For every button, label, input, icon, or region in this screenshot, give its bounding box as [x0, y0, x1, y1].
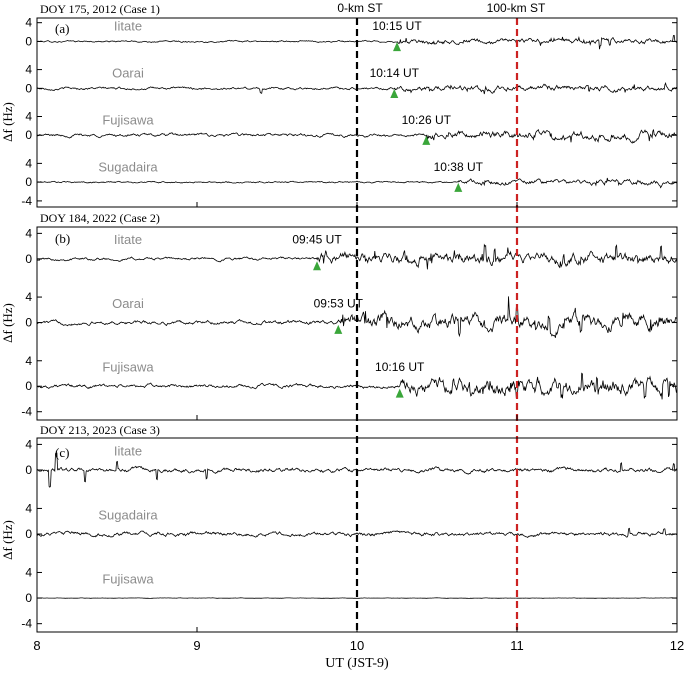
onset-label: 10:16 UT [375, 360, 425, 374]
y-tick-label-a-1: 0 [25, 34, 32, 48]
y-tick-label-b-2: 4 [25, 290, 32, 304]
trace-c-sugadaira [36, 527, 678, 539]
vline-label-0km: 0-km ST [337, 1, 383, 15]
y-tick-label-b-5: 0 [25, 379, 32, 393]
station-label: Sugadaira [98, 507, 158, 522]
onset-label: 10:38 UT [434, 160, 484, 174]
station-label: Iitate [114, 19, 142, 34]
y-tick-label-b-3: 0 [25, 316, 32, 330]
station-label: Oarai [112, 296, 144, 311]
y-tick-label-c-3: 0 [25, 527, 32, 541]
onset-label: 10:26 UT [402, 113, 452, 127]
trace-a-fujisawa [36, 128, 678, 144]
panel-c-title: DOY 213, 2023 (Case 3) [40, 423, 160, 437]
x-tick-label: 11 [510, 638, 524, 653]
onset-label: 09:53 UT [314, 296, 364, 310]
y-tick-label-a-2: 4 [25, 63, 32, 77]
y-tick-label-a-3: 0 [25, 81, 32, 95]
y-tick-label-b-4: 4 [25, 354, 32, 368]
x-tick-label: 8 [33, 638, 40, 653]
onset-marker [422, 135, 431, 145]
y-tick-label-b-6: -4 [21, 405, 32, 419]
station-label: Iitate [114, 232, 142, 247]
y-tick-label-c-4: 4 [25, 565, 32, 579]
station-label: Sugadaira [98, 159, 158, 174]
panel-a-title: DOY 175, 2012 (Case 1) [40, 2, 160, 16]
y-tick-label-a-5: 0 [25, 128, 32, 142]
panel-a: DOY 175, 2012 (Case 1) (a) Δf (Hz) 4 0 4 0 4… [0, 2, 678, 208]
onset-label: 10:15 UT [372, 19, 422, 33]
station-label: Oarai [112, 66, 144, 81]
onset-label: 09:45 UT [292, 233, 342, 247]
trace-a-sugadaira [36, 177, 678, 189]
station-label: Iitate [114, 443, 142, 458]
trace-c-fujisawa [37, 597, 678, 599]
y-tick-label-c-2: 4 [25, 501, 32, 515]
panel-b-title: DOY 184, 2022 (Case 2) [40, 211, 160, 225]
panel-b: DOY 184, 2022 (Case 2) (b) Δf (Hz) 4 0 4 0 4… [0, 211, 678, 419]
y-tick-label-b-0: 4 [25, 226, 32, 240]
y-tick-label-c-6: -4 [21, 617, 32, 631]
x-tick-label: 9 [193, 638, 200, 653]
station-label: Fujisawa [102, 112, 154, 127]
panel-b-letter: (b) [55, 231, 70, 246]
trace-b-iitate [36, 243, 678, 270]
onset-marker [334, 324, 343, 334]
onset-marker [395, 388, 404, 398]
onset-marker [313, 261, 321, 271]
onset-marker [390, 89, 399, 99]
panel-b-ylabel: Δf (Hz) [0, 303, 15, 343]
x-tick-label: 12 [670, 638, 684, 653]
y-tick-label-c-0: 4 [25, 437, 32, 451]
onset-label: 10:14 UT [370, 66, 420, 80]
x-axis-label: UT (JST-9) [325, 656, 389, 671]
onset-marker [393, 42, 401, 52]
panel-c-ylabel: Δf (Hz) [0, 520, 15, 560]
y-tick-label-a-6: 4 [25, 156, 32, 170]
station-label: Fujisawa [102, 360, 154, 375]
y-tick-label-a-0: 4 [25, 16, 32, 30]
panel-c-letter: (c) [55, 445, 69, 460]
station-label: Fujisawa [102, 571, 154, 586]
x-tick-label: 10 [350, 638, 364, 653]
y-tick-label-a-4: 4 [25, 109, 32, 123]
panel-a-letter: (a) [55, 21, 69, 36]
y-tick-label-b-1: 0 [25, 252, 32, 266]
onset-marker [454, 182, 463, 192]
y-tick-label-c-5: 0 [25, 591, 32, 605]
y-tick-label-a-7: 0 [25, 175, 32, 189]
y-tick-label-c-1: 0 [25, 463, 32, 477]
panel-a-ylabel: Δf (Hz) [0, 102, 15, 142]
y-tick-label-a-8: -4 [21, 194, 32, 208]
vline-label-100km: 100-km ST [487, 1, 546, 15]
panel-c: DOY 213, 2023 (Case 3) (c) Δf (Hz) 4 0 4 0 4… [0, 423, 678, 631]
